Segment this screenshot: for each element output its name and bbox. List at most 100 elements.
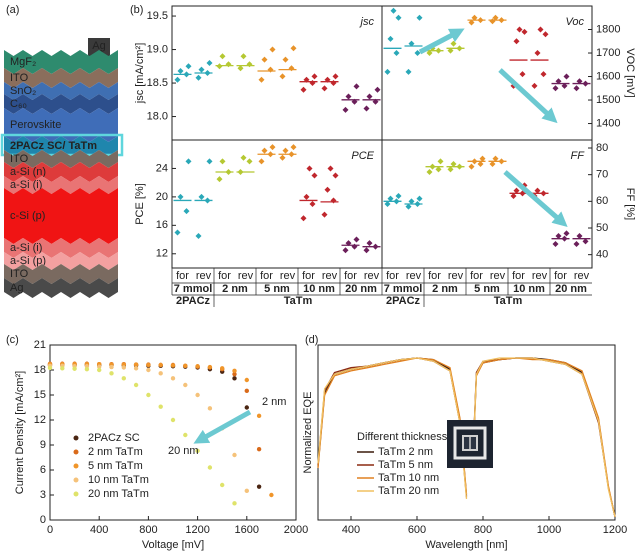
data-point <box>582 238 589 245</box>
data-point <box>244 388 249 394</box>
legend-label: TaTm 20 nm <box>378 485 439 497</box>
layer-label: 2PACz SC/ TaTm <box>10 140 97 152</box>
panel-label: (a) <box>6 4 19 16</box>
data-point <box>576 78 583 85</box>
arrow <box>498 68 558 124</box>
data-point <box>416 195 423 202</box>
y-tick-label: 3 <box>40 489 46 501</box>
data-point <box>269 492 274 498</box>
data-point <box>332 73 339 80</box>
data-point <box>109 371 114 376</box>
data-point <box>324 186 331 193</box>
layer <box>4 68 118 88</box>
data-point <box>516 26 523 33</box>
annotation: FF <box>571 150 586 162</box>
layer-label: c-Si (p) <box>10 210 45 222</box>
group-label: 20 nm <box>555 283 587 295</box>
category-label: for <box>512 270 525 282</box>
y-tick-label: 50 <box>596 222 608 234</box>
data-point <box>207 364 213 370</box>
data-point <box>327 165 334 172</box>
data-point <box>542 31 549 38</box>
legend-label: 2PACz SC <box>88 432 140 444</box>
data-point <box>366 240 373 247</box>
layer <box>4 188 118 244</box>
group-label: 2 nm <box>222 283 248 295</box>
data-point <box>537 26 544 33</box>
category-label: for <box>302 270 315 282</box>
material-label: 2PACz <box>176 295 211 307</box>
data-point <box>269 144 276 151</box>
data-point <box>269 46 276 53</box>
data-point <box>468 163 475 170</box>
data-point <box>393 50 400 57</box>
category-label: for <box>428 270 441 282</box>
legend-title: Different thickness: <box>357 431 450 443</box>
layer-label: SnO₂ <box>10 85 36 97</box>
data-point <box>185 158 192 165</box>
panel-label: (c) <box>6 334 19 346</box>
y-tick-label: 80 <box>596 142 608 154</box>
data-point <box>426 50 433 57</box>
legend-label: TaTm 5 nm <box>378 459 433 471</box>
data-point <box>479 155 486 162</box>
y-tick-label: 20 <box>156 191 168 203</box>
data-point <box>447 166 454 173</box>
data-point <box>405 203 412 210</box>
group-label: 7 mmol <box>174 283 213 295</box>
data-point <box>477 161 484 167</box>
legend-marker <box>73 491 79 497</box>
data-point <box>437 158 444 165</box>
group-label: 7 mmol <box>384 283 423 295</box>
data-point <box>97 364 102 369</box>
data-point <box>330 197 337 204</box>
material-label: 2PACz <box>386 295 421 307</box>
data-point <box>353 236 360 243</box>
data-point <box>261 56 268 63</box>
legend-label: 5 nm TaTm <box>88 460 143 472</box>
category-label: rev <box>406 270 422 282</box>
y-axis-label: FF [%] <box>624 188 636 220</box>
y-axis-label: jsc [mA/cm²] <box>134 43 146 105</box>
annotation: Voc <box>565 16 584 28</box>
data-point <box>519 71 526 78</box>
data-point <box>195 448 200 454</box>
data-point <box>321 85 328 92</box>
data-point <box>109 364 114 370</box>
data-point <box>47 365 53 371</box>
plot-frame <box>381 139 593 269</box>
data-point <box>573 241 580 247</box>
data-point <box>311 73 318 80</box>
x-tick-label: 1000 <box>537 524 561 536</box>
layer <box>4 278 118 298</box>
legend-marker <box>73 449 79 455</box>
y-tick-label: 19.5 <box>147 10 168 22</box>
data-point <box>414 50 421 57</box>
data-point <box>146 362 151 368</box>
annotation: 20 nm <box>168 445 199 457</box>
data-point <box>195 74 202 81</box>
data-point <box>390 7 397 14</box>
layer <box>4 108 118 142</box>
data-point <box>207 465 213 470</box>
data-point <box>225 61 232 68</box>
data-point <box>351 243 358 250</box>
y-tick-label: 1800 <box>596 23 620 35</box>
x-tick-label: 0 <box>47 524 53 536</box>
data-point <box>450 40 457 47</box>
x-tick-label: 600 <box>408 524 426 536</box>
layer <box>4 238 118 258</box>
category-label: for <box>218 270 231 282</box>
data-point <box>232 501 237 506</box>
data-point <box>244 488 249 494</box>
data-point <box>237 65 244 72</box>
x-axis-label: Voltage [mV] <box>142 539 204 551</box>
data-point <box>121 376 127 381</box>
category-label: for <box>470 270 483 282</box>
layer <box>4 50 118 74</box>
category-label: for <box>386 270 399 282</box>
data-point <box>282 147 289 154</box>
data-point <box>232 371 237 377</box>
data-point <box>170 363 176 368</box>
category-label: rev <box>280 270 296 282</box>
